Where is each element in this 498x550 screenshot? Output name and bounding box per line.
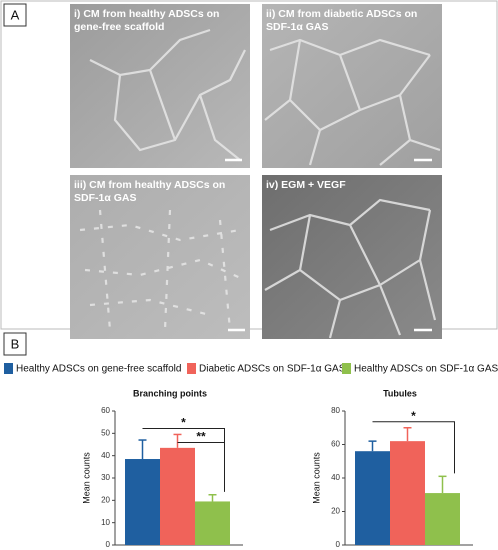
bar <box>425 493 460 545</box>
bar <box>160 447 195 545</box>
image-caption: i) CM from healthy ADSCs on <box>74 8 219 20</box>
significance-label: * <box>411 409 416 423</box>
legend-label: Healthy ADSCs on gene-free scaffold <box>16 364 181 375</box>
micrograph <box>70 4 250 168</box>
bar <box>390 441 425 545</box>
micrograph <box>262 175 442 339</box>
legend-label: Diabetic ADSCs on SDF-1α GAS <box>199 364 346 375</box>
y-tick-label: 80 <box>331 406 340 415</box>
image-caption: SDF-1α GAS <box>74 192 136 204</box>
significance-bracket <box>372 421 455 474</box>
micrograph <box>70 175 250 339</box>
image-caption: iv) EGM + VEGF <box>266 179 346 191</box>
legend-swatch <box>4 363 13 374</box>
y-tick-label: 20 <box>331 507 340 516</box>
bar <box>125 459 160 545</box>
panel-label: A <box>11 7 20 22</box>
panel-label-box <box>3 332 27 356</box>
micrograph <box>262 4 442 168</box>
y-tick-label: 60 <box>331 440 340 449</box>
bar <box>355 451 390 545</box>
y-tick-label: 30 <box>101 473 110 482</box>
significance-bracket <box>177 441 225 492</box>
y-tick-label: 60 <box>101 406 110 415</box>
y-axis-label: Mean counts <box>311 452 321 504</box>
y-tick-label: 10 <box>101 518 110 527</box>
image-caption: gene-free scaffold <box>74 21 164 33</box>
y-tick-label: 20 <box>101 495 110 504</box>
y-tick-label: 40 <box>101 451 110 460</box>
chart-title: Tubules <box>383 388 417 398</box>
bar <box>195 501 230 545</box>
legend-label: Healthy ADSCs on SDF-1α GAS <box>354 364 498 375</box>
y-tick-label: 0 <box>336 540 341 549</box>
image-caption: ii) CM from diabetic ADSCs on <box>266 8 417 20</box>
legend-swatch <box>187 363 196 374</box>
significance-label: ** <box>196 430 206 444</box>
y-tick-label: 40 <box>331 473 340 482</box>
legend-swatch <box>342 363 351 374</box>
significance-label: * <box>181 416 186 430</box>
panel-label: B <box>11 336 20 351</box>
image-caption: SDF-1α GAS <box>266 21 328 33</box>
chart-title: Branching points <box>133 388 207 398</box>
y-axis-label: Mean counts <box>81 452 91 504</box>
panel-label-box <box>3 3 27 27</box>
image-caption: iii) CM from healthy ADSCs on <box>74 179 225 191</box>
y-tick-label: 0 <box>106 540 111 549</box>
y-tick-label: 50 <box>101 428 110 437</box>
